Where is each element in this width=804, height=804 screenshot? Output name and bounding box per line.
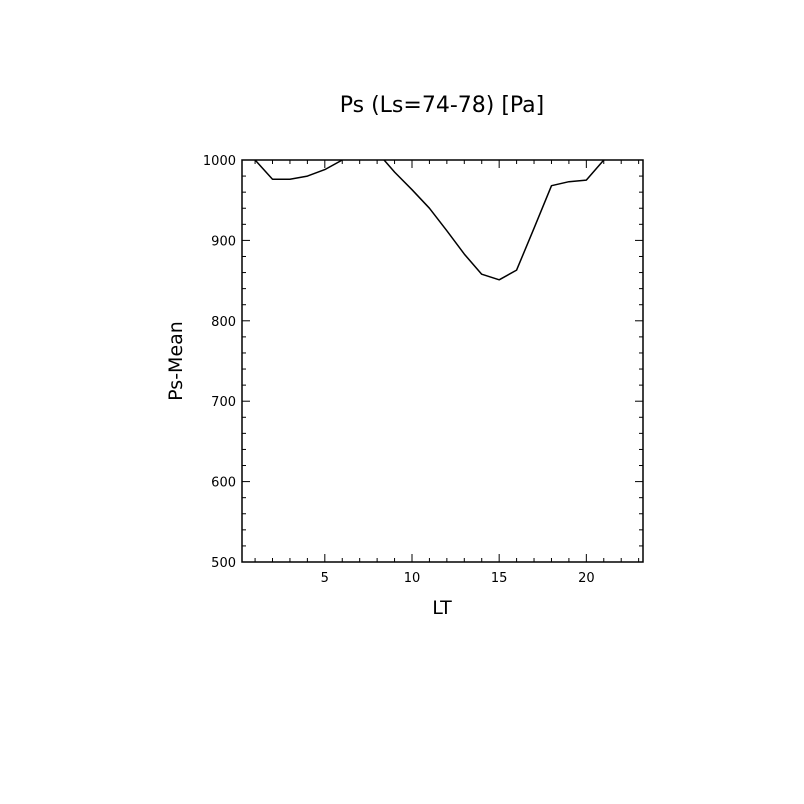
series-line-1 — [253, 160, 344, 181]
y-axis-label: Ps-Mean — [165, 321, 187, 401]
y-axis: 500 600 700 800 900 1000 — [203, 154, 643, 571]
x-tick-label: 20 — [578, 571, 595, 586]
y-tick-label: 900 — [211, 234, 236, 249]
x-tick-label: 5 — [321, 571, 329, 586]
x-tick-label: 15 — [491, 571, 508, 586]
x-axis-label: LT — [432, 597, 452, 619]
x-axis: 5 10 15 20 — [254, 160, 640, 586]
y-tick-label: 1000 — [203, 154, 236, 169]
plot-frame — [241, 159, 644, 563]
x-tick-label: 10 — [404, 571, 421, 586]
y-tick-label: 600 — [211, 476, 236, 491]
y-tick-label: 800 — [211, 315, 236, 330]
series-line-2 — [383, 160, 606, 281]
plot-area — [253, 160, 606, 281]
y-tick-label: 500 — [211, 556, 236, 571]
chart-title: Ps (Ls=74-78) [Pa] — [340, 93, 545, 118]
y-tick-label: 700 — [211, 395, 236, 410]
